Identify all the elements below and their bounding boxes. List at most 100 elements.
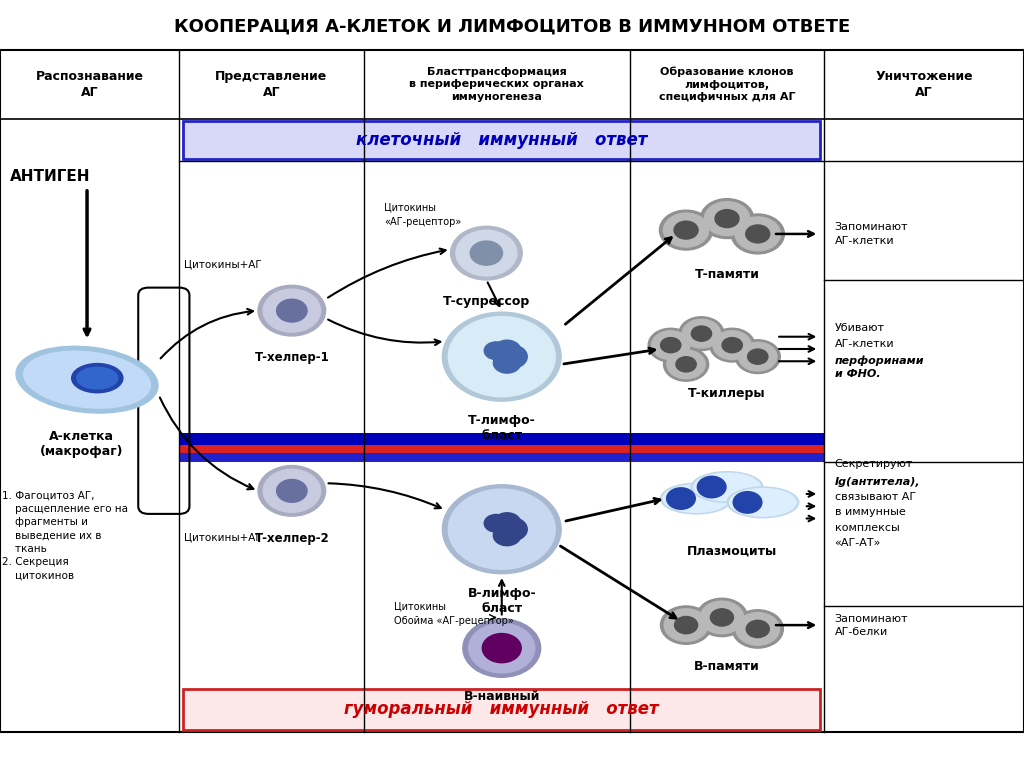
Ellipse shape: [16, 346, 158, 413]
Ellipse shape: [727, 487, 799, 518]
Circle shape: [738, 342, 777, 371]
Text: «АГ-рецептор»: «АГ-рецептор»: [384, 217, 461, 228]
Circle shape: [748, 349, 768, 364]
Text: Убивают: Убивают: [835, 323, 885, 334]
Text: Бласттрансформация
в периферических органах
иммуногенеза: Бласттрансформация в периферических орга…: [410, 67, 584, 102]
Text: 1. Фагоцитоз АГ,
    расщепление его на
    фрагменты и
    выведение их в
    т: 1. Фагоцитоз АГ, расщепление его на фраг…: [2, 491, 128, 580]
Circle shape: [442, 312, 561, 401]
Circle shape: [469, 624, 535, 673]
Text: Распознавание
АГ: Распознавание АГ: [36, 70, 143, 99]
Circle shape: [660, 606, 712, 644]
Circle shape: [679, 317, 724, 351]
Ellipse shape: [72, 364, 123, 393]
Circle shape: [705, 202, 750, 235]
Text: Обойма «АГ-рецептор»: Обойма «АГ-рецептор»: [394, 616, 514, 627]
Circle shape: [667, 350, 706, 379]
Bar: [0, 50, 1024, 732]
Circle shape: [451, 226, 522, 280]
Ellipse shape: [664, 485, 729, 512]
Text: Ig(антитела),: Ig(антитела),: [835, 476, 921, 487]
Circle shape: [494, 341, 521, 360]
Circle shape: [674, 221, 698, 239]
Circle shape: [484, 342, 508, 360]
Bar: [179, 453, 824, 462]
Circle shape: [496, 345, 527, 368]
Circle shape: [470, 241, 503, 265]
Text: в иммунные: в иммунные: [835, 507, 905, 518]
Circle shape: [735, 217, 780, 251]
Circle shape: [258, 466, 326, 516]
Text: Цитокины+АГ: Цитокины+АГ: [184, 259, 262, 270]
Circle shape: [494, 353, 521, 373]
Text: Плазмоциты: Плазмоциты: [687, 545, 777, 558]
Circle shape: [659, 210, 713, 250]
Circle shape: [735, 340, 780, 374]
Circle shape: [700, 199, 754, 239]
Circle shape: [263, 289, 321, 332]
Circle shape: [442, 485, 561, 574]
Text: В-лимфо-
бласт: В-лимфо- бласт: [467, 587, 537, 615]
Text: Т-хелпер-2: Т-хелпер-2: [255, 532, 329, 545]
Text: комплексы: комплексы: [835, 522, 899, 533]
Text: АГ-клетки: АГ-клетки: [835, 338, 894, 349]
Circle shape: [675, 617, 697, 634]
Circle shape: [676, 357, 696, 372]
Text: Уничтожение
АГ: Уничтожение АГ: [876, 70, 973, 99]
Circle shape: [496, 518, 527, 541]
Circle shape: [715, 209, 739, 228]
Circle shape: [667, 488, 695, 509]
Ellipse shape: [77, 367, 118, 389]
Text: связывают АГ: связывают АГ: [835, 492, 915, 502]
Text: Образование клонов
лимфоцитов,
специфичных для АГ: Образование клонов лимфоцитов, специфичн…: [658, 67, 796, 102]
Bar: [179, 433, 824, 445]
Circle shape: [463, 619, 541, 677]
Text: Цитокины: Цитокины: [394, 601, 446, 611]
Circle shape: [648, 328, 693, 362]
Ellipse shape: [694, 473, 760, 501]
Circle shape: [494, 513, 521, 533]
Circle shape: [263, 469, 321, 512]
Text: КООПЕРАЦИЯ А-КЛЕТОК И ЛИМФОЦИТОВ В ИММУННОМ ОТВЕТЕ: КООПЕРАЦИЯ А-КЛЕТОК И ЛИМФОЦИТОВ В ИММУН…: [174, 18, 850, 36]
Circle shape: [449, 489, 555, 569]
Circle shape: [651, 331, 690, 360]
Circle shape: [746, 621, 769, 637]
Circle shape: [276, 479, 307, 502]
Text: Т-супрессор: Т-супрессор: [442, 295, 530, 308]
Bar: [179, 445, 824, 453]
Text: перфоринами: перфоринами: [835, 355, 924, 366]
Text: Т-киллеры: Т-киллеры: [688, 387, 766, 400]
Circle shape: [494, 525, 521, 545]
Text: Цитокины: Цитокины: [384, 202, 436, 212]
Circle shape: [276, 299, 307, 322]
Circle shape: [710, 328, 755, 362]
Text: Т-лимфо-
бласт: Т-лимфо- бласт: [468, 414, 536, 443]
Circle shape: [482, 634, 521, 663]
Circle shape: [700, 601, 743, 634]
Text: Запоминают
АГ-белки: Запоминают АГ-белки: [835, 614, 908, 637]
Circle shape: [664, 213, 709, 247]
Circle shape: [449, 317, 555, 397]
Circle shape: [664, 347, 709, 381]
Text: В-наивный: В-наивный: [464, 690, 540, 703]
Text: Т-хелпер-1: Т-хелпер-1: [255, 351, 329, 364]
Circle shape: [484, 515, 508, 532]
Circle shape: [697, 476, 726, 498]
Circle shape: [691, 326, 712, 341]
Ellipse shape: [729, 489, 797, 516]
Circle shape: [660, 337, 681, 353]
FancyBboxPatch shape: [183, 689, 820, 730]
Text: клеточный   иммунный   ответ: клеточный иммунный ответ: [356, 131, 647, 149]
FancyBboxPatch shape: [183, 121, 820, 159]
Circle shape: [696, 598, 748, 637]
Circle shape: [711, 609, 733, 626]
Circle shape: [722, 337, 742, 353]
Circle shape: [736, 613, 779, 645]
Circle shape: [682, 319, 721, 348]
Circle shape: [456, 230, 517, 276]
Ellipse shape: [660, 483, 732, 514]
Ellipse shape: [24, 351, 151, 408]
Text: гуморальный   иммунный   ответ: гуморальный иммунный ответ: [344, 700, 659, 719]
Text: Секретируют: Секретируют: [835, 459, 913, 469]
Text: Запоминают
АГ-клетки: Запоминают АГ-клетки: [835, 222, 908, 245]
Text: Т-памяти: Т-памяти: [694, 268, 760, 281]
